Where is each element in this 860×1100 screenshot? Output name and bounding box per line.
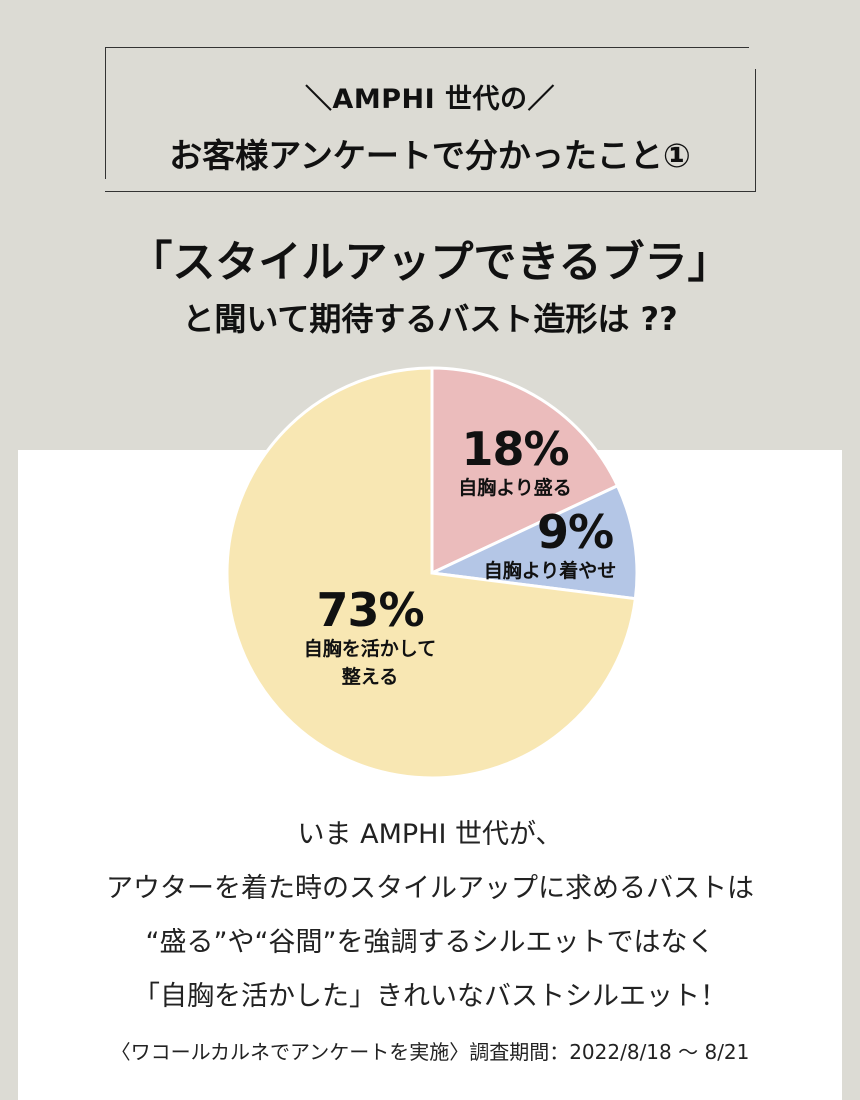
slice-name-kiyase: 自胸より着やせ (483, 560, 617, 582)
slice-pct-totonoeru: 73% (316, 583, 424, 637)
headline-line2: と聞いて期待するバスト造形は ?? (182, 300, 678, 338)
survey-footnote: 〈ワコールカルネでアンケートを実施〉調査期間：2022/8/18 〜 8/21 (110, 1040, 750, 1064)
headline-line1: 「スタイルアップできるブラ」 (129, 238, 731, 288)
box-title-line2: お客様アンケートで分かったこと① (169, 136, 691, 175)
slice-pct-kiyase: 9% (536, 505, 614, 559)
body-line2: アウターを着た時のスタイルアップに求めるバストは (106, 873, 754, 904)
slice-name-totonoeru-line2: 整える (341, 666, 399, 688)
slice-label-moru: 18% 自胸より盛る (430, 424, 600, 502)
slice-label-totonoeru: 73% 自胸を活かして 整える (270, 585, 470, 691)
body-line4: 「自胸を活かした」きれいなバストシルエット！ (133, 981, 727, 1012)
body-text: いま AMPHI 世代が、 アウターを着た時のスタイルアップに求めるバストは “… (0, 808, 860, 1024)
slice-name-totonoeru-line1: 自胸を活かして (303, 638, 437, 660)
slice-pct-moru: 18% (461, 422, 569, 476)
title-box-bottom-border (105, 191, 755, 192)
title-box-top-border (105, 47, 749, 48)
body-line1: いま AMPHI 世代が、 (297, 819, 563, 850)
pie-slice-moru (430, 366, 620, 576)
slice-name-moru: 自胸より盛る (458, 477, 572, 499)
box-title-line1: ＼AMPHI 世代の／ (304, 84, 556, 115)
pie-slice-kiyase (426, 483, 639, 601)
slice-label-kiyase: 9% 自胸より着やせ (470, 507, 630, 585)
title-box-right-border (755, 69, 756, 192)
pie-slice-totonoeru (225, 366, 638, 780)
title-box: ＼AMPHI 世代の／ お客様アンケートで分かったこと① (105, 47, 756, 193)
title-box-left-border (105, 47, 106, 179)
body-line3: “盛る”や“谷間”を強調するシルエットではなく (145, 927, 715, 958)
